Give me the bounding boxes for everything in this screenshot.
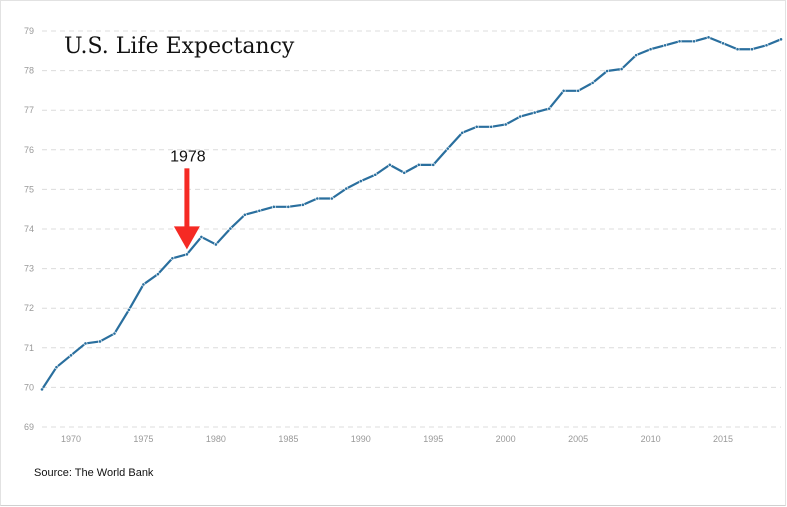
data-point (112, 331, 117, 336)
y-tick-label: 78 (24, 66, 34, 76)
data-point (98, 339, 102, 344)
data-point (127, 307, 131, 312)
chart-title: U.S. Life Expectancy (64, 34, 295, 59)
data-point (271, 204, 276, 209)
data-point (735, 47, 740, 52)
data-point (547, 106, 552, 111)
x-tick-label: 2005 (568, 434, 588, 444)
y-tick-label: 69 (24, 422, 34, 432)
annotation-arrow-head (173, 226, 200, 250)
annotation-arrow-shaft (184, 168, 190, 229)
x-tick-label: 2010 (641, 434, 661, 444)
y-tick-label: 73 (24, 264, 34, 274)
y-tick-label: 74 (24, 224, 34, 234)
data-point (329, 196, 334, 201)
annotation-label: 1978 (170, 148, 206, 165)
annotation: 1978 (170, 148, 206, 250)
data-point (402, 170, 407, 175)
data-point (431, 162, 436, 167)
data-point (750, 47, 754, 52)
data-point (590, 80, 595, 85)
data-point (663, 43, 667, 48)
data-point (69, 353, 73, 358)
data-point (619, 67, 624, 71)
data-point (54, 365, 59, 370)
grid-lines (42, 30, 781, 428)
data-point (445, 146, 450, 151)
data-point (779, 37, 783, 42)
data-point (561, 88, 566, 93)
data-point (764, 43, 769, 48)
y-tick-label: 72 (24, 303, 34, 313)
source-note: Source: The World Bank (34, 467, 154, 479)
y-axis-ticks: 69 70 71 72 73 74 75 76 77 78 79 (24, 26, 34, 432)
y-tick-label: 76 (24, 145, 34, 155)
data-point (199, 235, 204, 239)
data-point (141, 282, 146, 287)
data-point (286, 204, 291, 209)
x-tick-label: 2015 (713, 434, 733, 444)
data-point (503, 122, 508, 127)
data-point (257, 208, 262, 213)
data-point (460, 130, 465, 135)
data-point (677, 39, 682, 44)
x-tick-label: 1990 (351, 434, 371, 444)
data-point (387, 162, 392, 167)
data-point (474, 124, 479, 129)
data-point (532, 110, 537, 115)
data-point (721, 41, 725, 46)
y-tick-label: 71 (24, 343, 34, 353)
x-axis-ticks: 1970 1975 1980 1985 1990 1995 2000 2005 2010 2015 (61, 434, 733, 444)
data-point (648, 47, 653, 52)
data-point (344, 186, 349, 191)
data-point (416, 162, 421, 167)
data-point (242, 212, 247, 217)
data-point (576, 88, 581, 93)
data-point (83, 341, 88, 346)
data-point (692, 39, 696, 44)
data-point (605, 69, 610, 73)
x-tick-label: 1970 (61, 434, 81, 444)
data-point (156, 272, 160, 277)
x-tick-label: 1985 (278, 434, 298, 444)
data-point (228, 226, 233, 231)
data-point (358, 179, 363, 183)
data-points (40, 35, 783, 392)
data-point (373, 172, 378, 177)
x-tick-label: 1995 (423, 434, 443, 444)
data-point (170, 256, 175, 261)
x-tick-label: 1980 (206, 434, 226, 444)
data-point (315, 196, 320, 201)
x-tick-label: 1975 (133, 434, 153, 444)
y-tick-label: 70 (24, 382, 34, 392)
data-point (634, 53, 638, 58)
data-point (489, 124, 494, 129)
data-point (213, 242, 218, 247)
y-tick-label: 79 (24, 26, 34, 36)
series-line (41, 36, 782, 390)
data-point (706, 35, 711, 40)
data-point (300, 202, 305, 207)
data-point (518, 114, 523, 119)
data-point (185, 252, 189, 257)
y-tick-label: 75 (24, 184, 34, 194)
y-tick-label: 77 (24, 105, 34, 115)
x-tick-label: 2000 (496, 434, 516, 444)
data-point (40, 387, 44, 392)
